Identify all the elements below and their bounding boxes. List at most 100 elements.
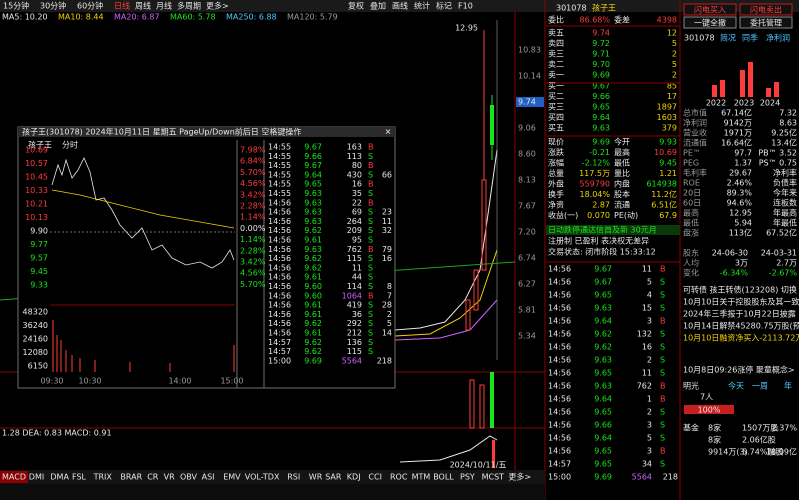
indicator-tab[interactable]: VR [164,473,175,482]
indicator-tab[interactable]: DMA [50,473,69,482]
price-label: 9.33 [30,281,48,290]
widget-tab[interactable]: 年 [784,381,792,391]
tool-button[interactable]: 统计 [414,1,430,11]
action-button[interactable]: 委托管理 [750,18,782,28]
period-tab[interactable]: 15分钟 [3,1,29,11]
trade-time: 14:56 [548,278,571,287]
trade-price: 9.61 [304,310,322,319]
tool-button[interactable]: F10 [458,2,473,11]
period-tab[interactable]: 周线 [135,1,151,11]
indicator-tab[interactable]: MTM [412,473,431,482]
price-label: 10.57 [25,159,48,168]
action-button[interactable]: 闪电卖出 [750,5,782,15]
tool-button[interactable]: 画线 [392,1,408,11]
indicator-tab[interactable]: ROC [390,473,408,482]
indicator-tab[interactable]: 更多> [508,472,531,482]
trade-side: B [368,180,374,189]
trade-time: 14:56 [268,282,291,291]
trade-price: 9.65 [304,180,322,189]
indicator-tab[interactable]: SAR [325,473,342,482]
holder-label: 人均 [683,258,699,268]
metric-value: 97.7 [734,149,752,158]
indicator-tab[interactable]: KDJ [347,473,361,482]
metric-value: 12.95 [729,209,752,218]
volume-label: 24160 [23,335,48,344]
trade-price: 9.61 [304,301,322,310]
button-frame [683,3,737,16]
indicator-tab[interactable]: BOLL [433,473,454,482]
widget-tab[interactable]: 今天 [728,381,744,391]
indicator-tab[interactable]: MACD [2,473,26,482]
indicator-tab[interactable]: PSY [460,473,475,482]
ob-label: 委差 [614,15,630,25]
event-item[interactable]: 10月8日09:26涨停 聚童概念> [683,365,795,375]
info-tab[interactable]: 简况 [720,33,736,43]
indicator-tab[interactable]: ASI [202,473,215,482]
news-item[interactable]: 2024年三季报于10月22日披露 [683,309,796,319]
trade-time: 14:56 [548,382,571,391]
trade-time: 15:00 [268,356,291,365]
indicator-tab[interactable]: FSL [72,473,87,482]
indicator-tab[interactable]: OBV [180,473,198,482]
tool-button[interactable]: 复权 [348,1,364,11]
price-axis-label: 5.81 [518,306,536,315]
indicator-tab[interactable]: DMI [29,473,44,482]
indicator-tab[interactable]: CCI [368,473,382,482]
action-button[interactable]: 一键全撤 [694,18,726,28]
action-button[interactable]: 闪电买入 [694,5,726,15]
indicator-tab[interactable]: VOL-TDX [245,473,280,482]
news-item[interactable]: 10月10日融资净买入-2113.72万 [683,333,799,343]
indicator-tab[interactable]: MCST [482,473,505,482]
widget-tab[interactable]: 明光 [683,381,699,391]
trade-time: 14:56 [268,217,291,226]
ob-size: 5 [672,60,677,69]
trade-price: 9.62 [304,263,322,272]
trade-volume: 44 [352,273,362,282]
indicator-tab[interactable]: BRAR [120,473,142,482]
period-tab[interactable]: 更多> [206,1,229,11]
trade-volume: 264 [347,217,362,226]
info-tab[interactable]: 净利润 [766,33,790,43]
ob-level: 买一 [548,82,564,91]
close-button[interactable]: ✕ [385,128,392,137]
period-tab[interactable]: 30分钟 [40,1,66,11]
tool-button[interactable]: 标记 [436,1,452,11]
trade-side: S [368,319,373,328]
volume-label: 48320 [23,308,48,317]
metric-label: 60日 [683,199,701,208]
news-item[interactable]: 10月14日解禁45280.75万股(预估 [683,321,799,331]
indicator-tab[interactable]: WR [309,473,323,482]
trade-price: 9.64 [304,170,322,179]
indicator-tab[interactable]: EMV [223,473,241,482]
period-tab[interactable]: 60分钟 [77,1,103,11]
metric-label: 流通值 [683,138,707,148]
trade-volume: 35 [352,189,362,198]
period-tab[interactable]: 月线 [156,1,172,11]
metric-value: 67.14亿 [721,108,752,118]
stat-value: 1.21 [659,169,677,178]
ob-size: 1603 [657,113,677,122]
info-tab[interactable]: 301078 [684,34,715,43]
metric-value: 5.94 [734,219,752,228]
stat-value: 9.93 [659,138,677,147]
metric-label: 毛利率 [683,168,707,178]
widget-tab[interactable]: 一周 [752,382,768,391]
indicator-tab[interactable]: CR [147,473,159,482]
pct-label: 4.56% [240,269,266,278]
news-item[interactable]: 可转债 孩王转债(123208) 切换 [683,285,797,295]
indicator-tab[interactable]: TRIX [93,473,113,482]
stat-value: 559790 [579,180,610,189]
trade-time: 14:55 [268,180,291,189]
metric-value: 89.3% [727,189,753,198]
metric-value: 负债率 [773,178,797,188]
period-tab[interactable]: 日线 [114,1,130,11]
news-item[interactable]: 10月10日关于控股股东及其一致 [683,297,799,307]
trade-side: S [368,236,373,245]
popup-window[interactable]: ✕ [17,126,396,389]
info-tab[interactable]: 同季 [742,33,758,43]
trade-volume: 762 [347,245,362,254]
indicator-tab[interactable]: RSI [287,473,300,482]
period-tab[interactable]: 多周期 [177,1,201,11]
trade-price: 9.61 [304,236,322,245]
tool-button[interactable]: 叠加 [370,1,386,11]
